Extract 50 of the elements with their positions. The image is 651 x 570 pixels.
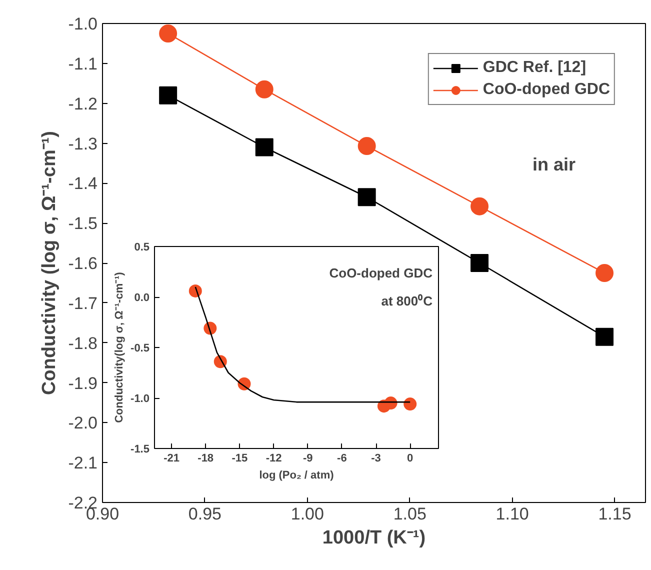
y-tick-label: -0.5	[130, 342, 150, 354]
x-tick-label: -15	[232, 452, 248, 464]
y-axis-title: Conductivity(log σ, Ω⁻¹-cm⁻¹)	[114, 272, 126, 423]
point	[596, 328, 614, 346]
x-tick-label: -3	[371, 452, 381, 464]
point	[255, 138, 274, 156]
x-tick-label: -18	[198, 452, 214, 464]
y-tick-label: -1.8	[68, 334, 98, 353]
annotation: CoO-doped GDC	[329, 266, 434, 280]
x-tick-label: -9	[302, 452, 313, 464]
y-axis-title: Conductivity (log σ, Ω⁻¹-cm⁻¹)	[39, 130, 60, 395]
point	[255, 80, 274, 98]
point	[159, 24, 178, 42]
y-tick-label: -1.5	[68, 214, 98, 234]
x-tick-label: -21	[164, 452, 180, 464]
y-tick-label: -1.4	[68, 174, 98, 194]
point	[596, 264, 614, 282]
point	[470, 254, 489, 272]
y-tick-label: -2.1	[68, 454, 98, 473]
x-tick-label: -12	[266, 452, 282, 464]
y-tick-label: -1.5	[130, 444, 150, 456]
y-tick-label: 0.5	[134, 242, 150, 254]
x-tick-label: 0	[407, 452, 414, 464]
point	[159, 86, 178, 104]
y-tick-label: -1.9	[68, 374, 98, 393]
point	[404, 398, 417, 411]
y-tick-label: 0.0	[134, 292, 150, 304]
annotation: in air	[532, 154, 576, 174]
point	[358, 137, 376, 156]
x-axis-title: log (Po₂ / atm)	[259, 470, 334, 482]
point	[358, 188, 376, 206]
x-tick-label: 1.10	[496, 504, 529, 524]
y-tick-label: -1.1	[68, 54, 98, 74]
x-tick-label: 1.00	[290, 504, 324, 524]
x-axis-title: 1000/T (K⁻¹)	[322, 528, 426, 548]
x-tick-label: 1.15	[598, 504, 632, 524]
x-tick-label: 0.95	[188, 504, 222, 524]
y-tick-label: -1.7	[68, 294, 98, 313]
y-tick-label: -2.0	[68, 414, 98, 433]
legend-label: GDC Ref. [12]	[482, 59, 586, 77]
y-tick-label: -1.6	[68, 254, 98, 273]
point	[470, 197, 489, 216]
y-tick-label: -1.0	[68, 14, 98, 34]
legend-label: CoO-doped GDC	[482, 81, 610, 99]
y-tick-label: -1.3	[68, 134, 98, 154]
x-tick-label: -6	[337, 452, 347, 464]
y-tick-label: -1.0	[130, 393, 150, 405]
y-tick-label: -1.2	[68, 94, 98, 114]
annotation: at 800⁰C	[381, 294, 434, 308]
x-tick-label: 1.05	[393, 504, 426, 524]
